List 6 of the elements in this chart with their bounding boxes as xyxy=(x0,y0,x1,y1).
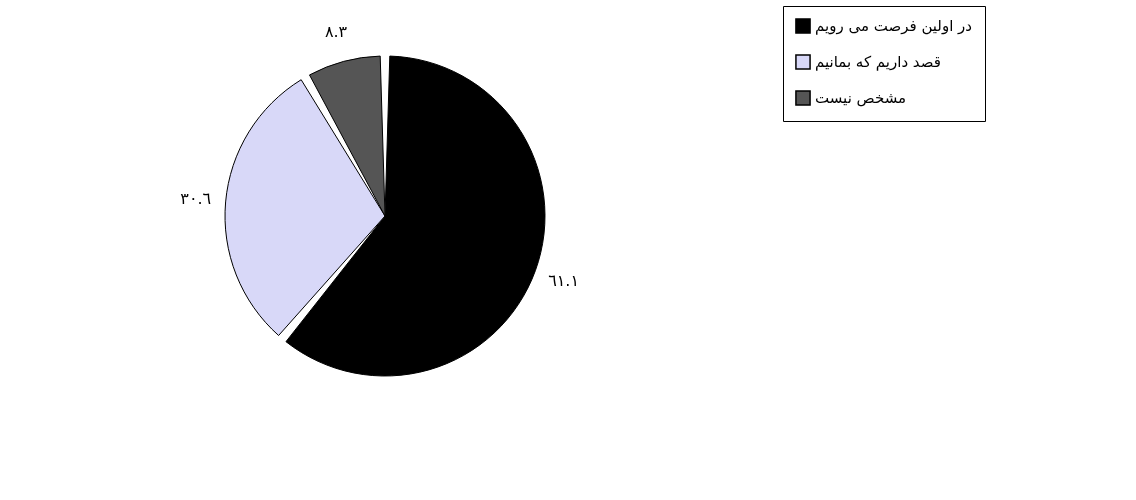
data-label: ٦١.١ xyxy=(548,270,579,290)
legend-label: قصد داریم که بمانیم xyxy=(815,53,941,71)
data-label: ٣٠.٦ xyxy=(180,189,212,209)
legend-label: مشخص نیست xyxy=(815,89,907,107)
data-label: ٨.٣ xyxy=(324,22,348,42)
legend-label: در اولین فرصت می رویم xyxy=(815,17,973,35)
